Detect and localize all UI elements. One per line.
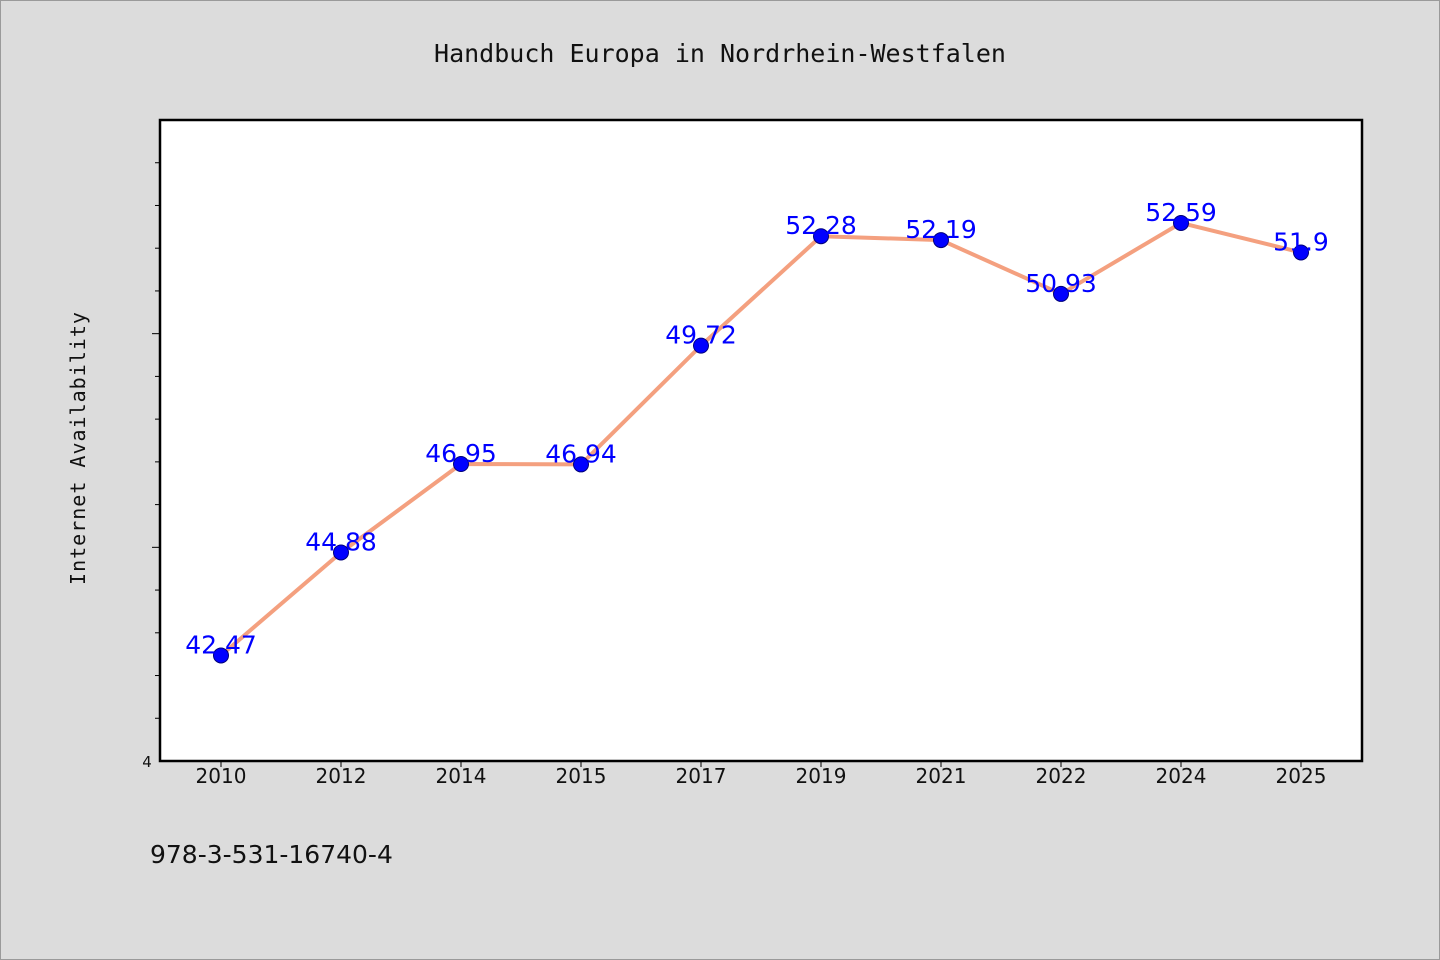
- data-point: [1293, 244, 1309, 261]
- data-label: 52.19: [905, 215, 977, 244]
- x-tick-label: 2010: [196, 764, 247, 788]
- data-point: [813, 228, 829, 245]
- data-label: 49.72: [665, 321, 737, 350]
- data-label: 52.28: [785, 211, 857, 240]
- plot-frame: [158, 118, 1364, 763]
- data-point: [1053, 285, 1069, 302]
- x-tick-label: 2019: [796, 764, 847, 788]
- data-label: 50.93: [1025, 269, 1097, 298]
- data-point: [933, 232, 949, 249]
- chart-title: Handbuch Europa in Nordrhein-Westfalen: [434, 39, 1006, 68]
- x-tick-label: 2024: [1156, 764, 1207, 788]
- y-axis-label: Internet Availability: [66, 311, 90, 585]
- data-label: 51.9: [1273, 227, 1329, 256]
- x-tick-label: 2025: [1276, 764, 1327, 788]
- data-label: 46.95: [425, 439, 497, 468]
- data-label: 44.88: [305, 527, 377, 556]
- x-tick-label: 2012: [316, 764, 367, 788]
- series-line: [219, 220, 1303, 658]
- x-tick-label: 2015: [556, 764, 607, 788]
- plot-area: [160, 120, 1362, 761]
- series-layer: 42.47 44.88 46.95 46.94 49.72 52.28 52.19 50.93…: [185, 198, 1329, 664]
- data-label: 46.94: [545, 439, 617, 468]
- data-label: 52.59: [1145, 198, 1217, 227]
- data-point: [213, 647, 229, 664]
- data-point: [1173, 214, 1189, 231]
- x-tick-label: 2014: [436, 764, 487, 788]
- y-tick-label: 4: [142, 753, 152, 771]
- data-label: 42.47: [185, 630, 257, 659]
- data-point: [453, 456, 469, 473]
- isbn-text: 978-3-531-16740-4: [150, 840, 393, 869]
- data-point: [693, 337, 709, 354]
- x-axis-ticks: 2010 2012 2014 2015 2017 2019 2021 2022 2024 2025: [196, 761, 1327, 788]
- x-tick-label: 2022: [1036, 764, 1087, 788]
- data-point: [333, 544, 349, 561]
- x-tick-label: 2021: [916, 764, 967, 788]
- x-tick-label: 2017: [676, 764, 727, 788]
- data-point: [573, 456, 589, 473]
